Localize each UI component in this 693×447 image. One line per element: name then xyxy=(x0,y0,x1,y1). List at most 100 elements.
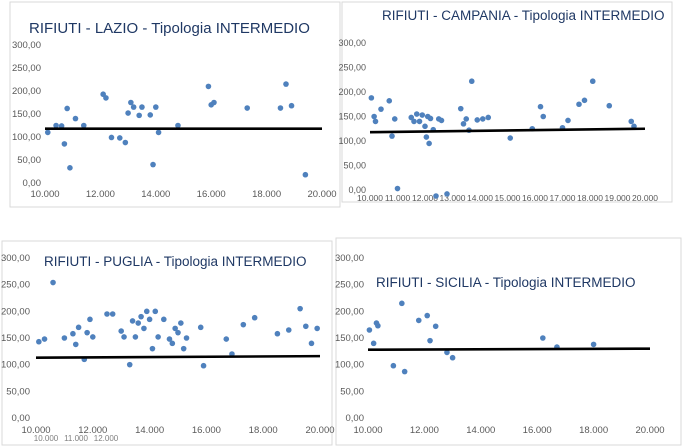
data-point-puglia xyxy=(200,362,207,369)
chart-title-sicilia: RIFIUTI - SICILIA - Tipologia INTERMEDIO xyxy=(376,275,636,290)
x-tick-label-lazio: 20.000 xyxy=(307,189,336,200)
data-point-puglia xyxy=(129,318,136,324)
x-tick-label-sicilia: 16.000 xyxy=(523,425,552,436)
data-point-sicilia xyxy=(444,349,450,356)
data-point-puglia xyxy=(155,334,161,340)
panel-puglia: RIFIUTI - PUGLIA - Tipologia INTERMEDIO … xyxy=(1,240,335,446)
data-point-campania xyxy=(485,114,492,121)
data-point-lazio xyxy=(80,122,87,129)
data-point-lazio xyxy=(67,165,73,171)
data-point-campania xyxy=(479,116,486,122)
data-point-lazio xyxy=(108,134,115,141)
y-tick-label-lazio: 300,00 xyxy=(12,40,41,51)
x-tick-label-campania: 10.000 xyxy=(357,193,383,203)
data-point-campania xyxy=(474,117,481,123)
data-point-sicilia xyxy=(390,362,397,369)
plot-area-campania: 0,00 50,00 100,00 150,00 200,00 250,00 300,00 1… xyxy=(338,38,658,203)
data-point-puglia xyxy=(223,336,230,342)
data-point-puglia xyxy=(126,361,133,368)
data-point-campania xyxy=(413,111,420,117)
data-point-campania xyxy=(565,117,571,124)
data-point-campania xyxy=(433,193,439,199)
y-tick-label-sicilia: 200,00 xyxy=(335,306,364,317)
y-tick-label-sicilia: 50,00 xyxy=(340,386,364,397)
x-tick-label-campania: 11.000 xyxy=(385,193,411,203)
data-point-lazio xyxy=(139,104,145,110)
y-tick-label-lazio: 100,00 xyxy=(12,132,41,143)
y-tick-label-puglia: 300,00 xyxy=(1,253,30,264)
y-tick-label-puglia: 50,00 xyxy=(6,386,30,397)
x-tick-label-campania: 18.000 xyxy=(577,193,603,203)
data-point-campania xyxy=(394,185,401,192)
data-point-lazio xyxy=(155,129,162,136)
data-point-puglia xyxy=(308,340,315,347)
x-tick-label-lazio: 10.000 xyxy=(30,189,59,200)
panel-sicilia-frame xyxy=(335,237,682,446)
data-point-lazio xyxy=(205,83,212,90)
data-point-lazio xyxy=(150,161,156,168)
y-tick-label-lazio: 250,00 xyxy=(12,63,41,74)
x-tick-label-campania: 14.000 xyxy=(467,193,493,203)
data-point-lazio xyxy=(64,105,70,112)
data-point-sicilia xyxy=(415,317,422,324)
x-tick-label-campania: 17.000 xyxy=(550,193,576,203)
plot-area-lazio: 0,00 50,00 100,00 150,00 200,00 250,00 300,00 1… xyxy=(12,40,337,200)
data-point-puglia xyxy=(75,324,82,331)
data-point-lazio xyxy=(128,99,134,106)
data-point-puglia xyxy=(90,334,96,340)
data-point-campania xyxy=(581,97,588,104)
data-point-puglia xyxy=(141,325,147,332)
x-tick-label-lazio: 18.000 xyxy=(252,189,281,200)
data-point-puglia xyxy=(183,335,190,341)
data-point-campania xyxy=(408,114,415,121)
reference-line-sicilia xyxy=(367,347,651,352)
data-point-lazio xyxy=(61,141,68,147)
data-point-puglia xyxy=(72,341,79,348)
data-point-campania xyxy=(576,101,582,108)
data-point-lazio xyxy=(153,104,159,110)
y-tick-label-puglia: 150,00 xyxy=(1,333,30,344)
data-point-sicilia xyxy=(449,354,456,361)
y-tick-label-campania: 50,00 xyxy=(343,161,366,171)
y-tick-label-campania: 100,00 xyxy=(338,136,366,146)
data-point-campania xyxy=(389,133,395,139)
data-point-campania xyxy=(423,134,430,140)
data-point-sicilia xyxy=(375,322,381,329)
data-point-puglia xyxy=(314,325,320,332)
data-point-lazio xyxy=(72,115,79,122)
data-point-sicilia xyxy=(540,335,546,341)
y-tick-label-sicilia: 250,00 xyxy=(335,280,364,291)
y-tick-label-lazio: 150,00 xyxy=(12,109,41,120)
y-tick-label-puglia: 250,00 xyxy=(1,280,30,291)
data-point-puglia xyxy=(197,324,204,331)
x-tick-label-campania: 12.000 xyxy=(412,193,438,203)
data-point-puglia xyxy=(146,316,153,323)
x-tick-label-campania: 20.000 xyxy=(632,193,658,203)
data-point-lazio xyxy=(175,122,181,129)
panel-lazio: RIFIUTI - LAZIO - Tipologia INTERMEDIO 0… xyxy=(9,1,341,208)
panel-campania: RIFIUTI - CAMPANIA - Tipologia INTERMEDI… xyxy=(338,1,673,203)
data-point-lazio xyxy=(211,99,217,106)
data-point-campania xyxy=(438,117,445,124)
data-point-sicilia xyxy=(424,312,431,319)
x-tick-label-sicilia: 14.000 xyxy=(466,425,495,436)
data-point-lazio xyxy=(125,110,131,116)
data-point-puglia xyxy=(70,330,76,337)
y-tick-label-campania: 300,00 xyxy=(338,38,366,48)
y-tick-label-lazio: 50,00 xyxy=(17,155,41,166)
data-point-campania xyxy=(463,116,470,122)
data-point-puglia xyxy=(84,329,90,336)
data-point-campania xyxy=(606,102,613,109)
data-point-campania xyxy=(391,116,398,122)
data-point-campania xyxy=(457,105,464,112)
data-point-puglia xyxy=(149,345,156,352)
data-point-lazio xyxy=(244,105,251,111)
y-tick-label-lazio: 200,00 xyxy=(12,86,41,97)
data-point-lazio xyxy=(122,139,129,146)
data-point-campania xyxy=(427,115,434,122)
data-point-puglia xyxy=(36,338,42,345)
data-point-campania xyxy=(422,123,428,130)
data-point-campania xyxy=(444,191,450,197)
data-point-campania xyxy=(419,112,426,118)
